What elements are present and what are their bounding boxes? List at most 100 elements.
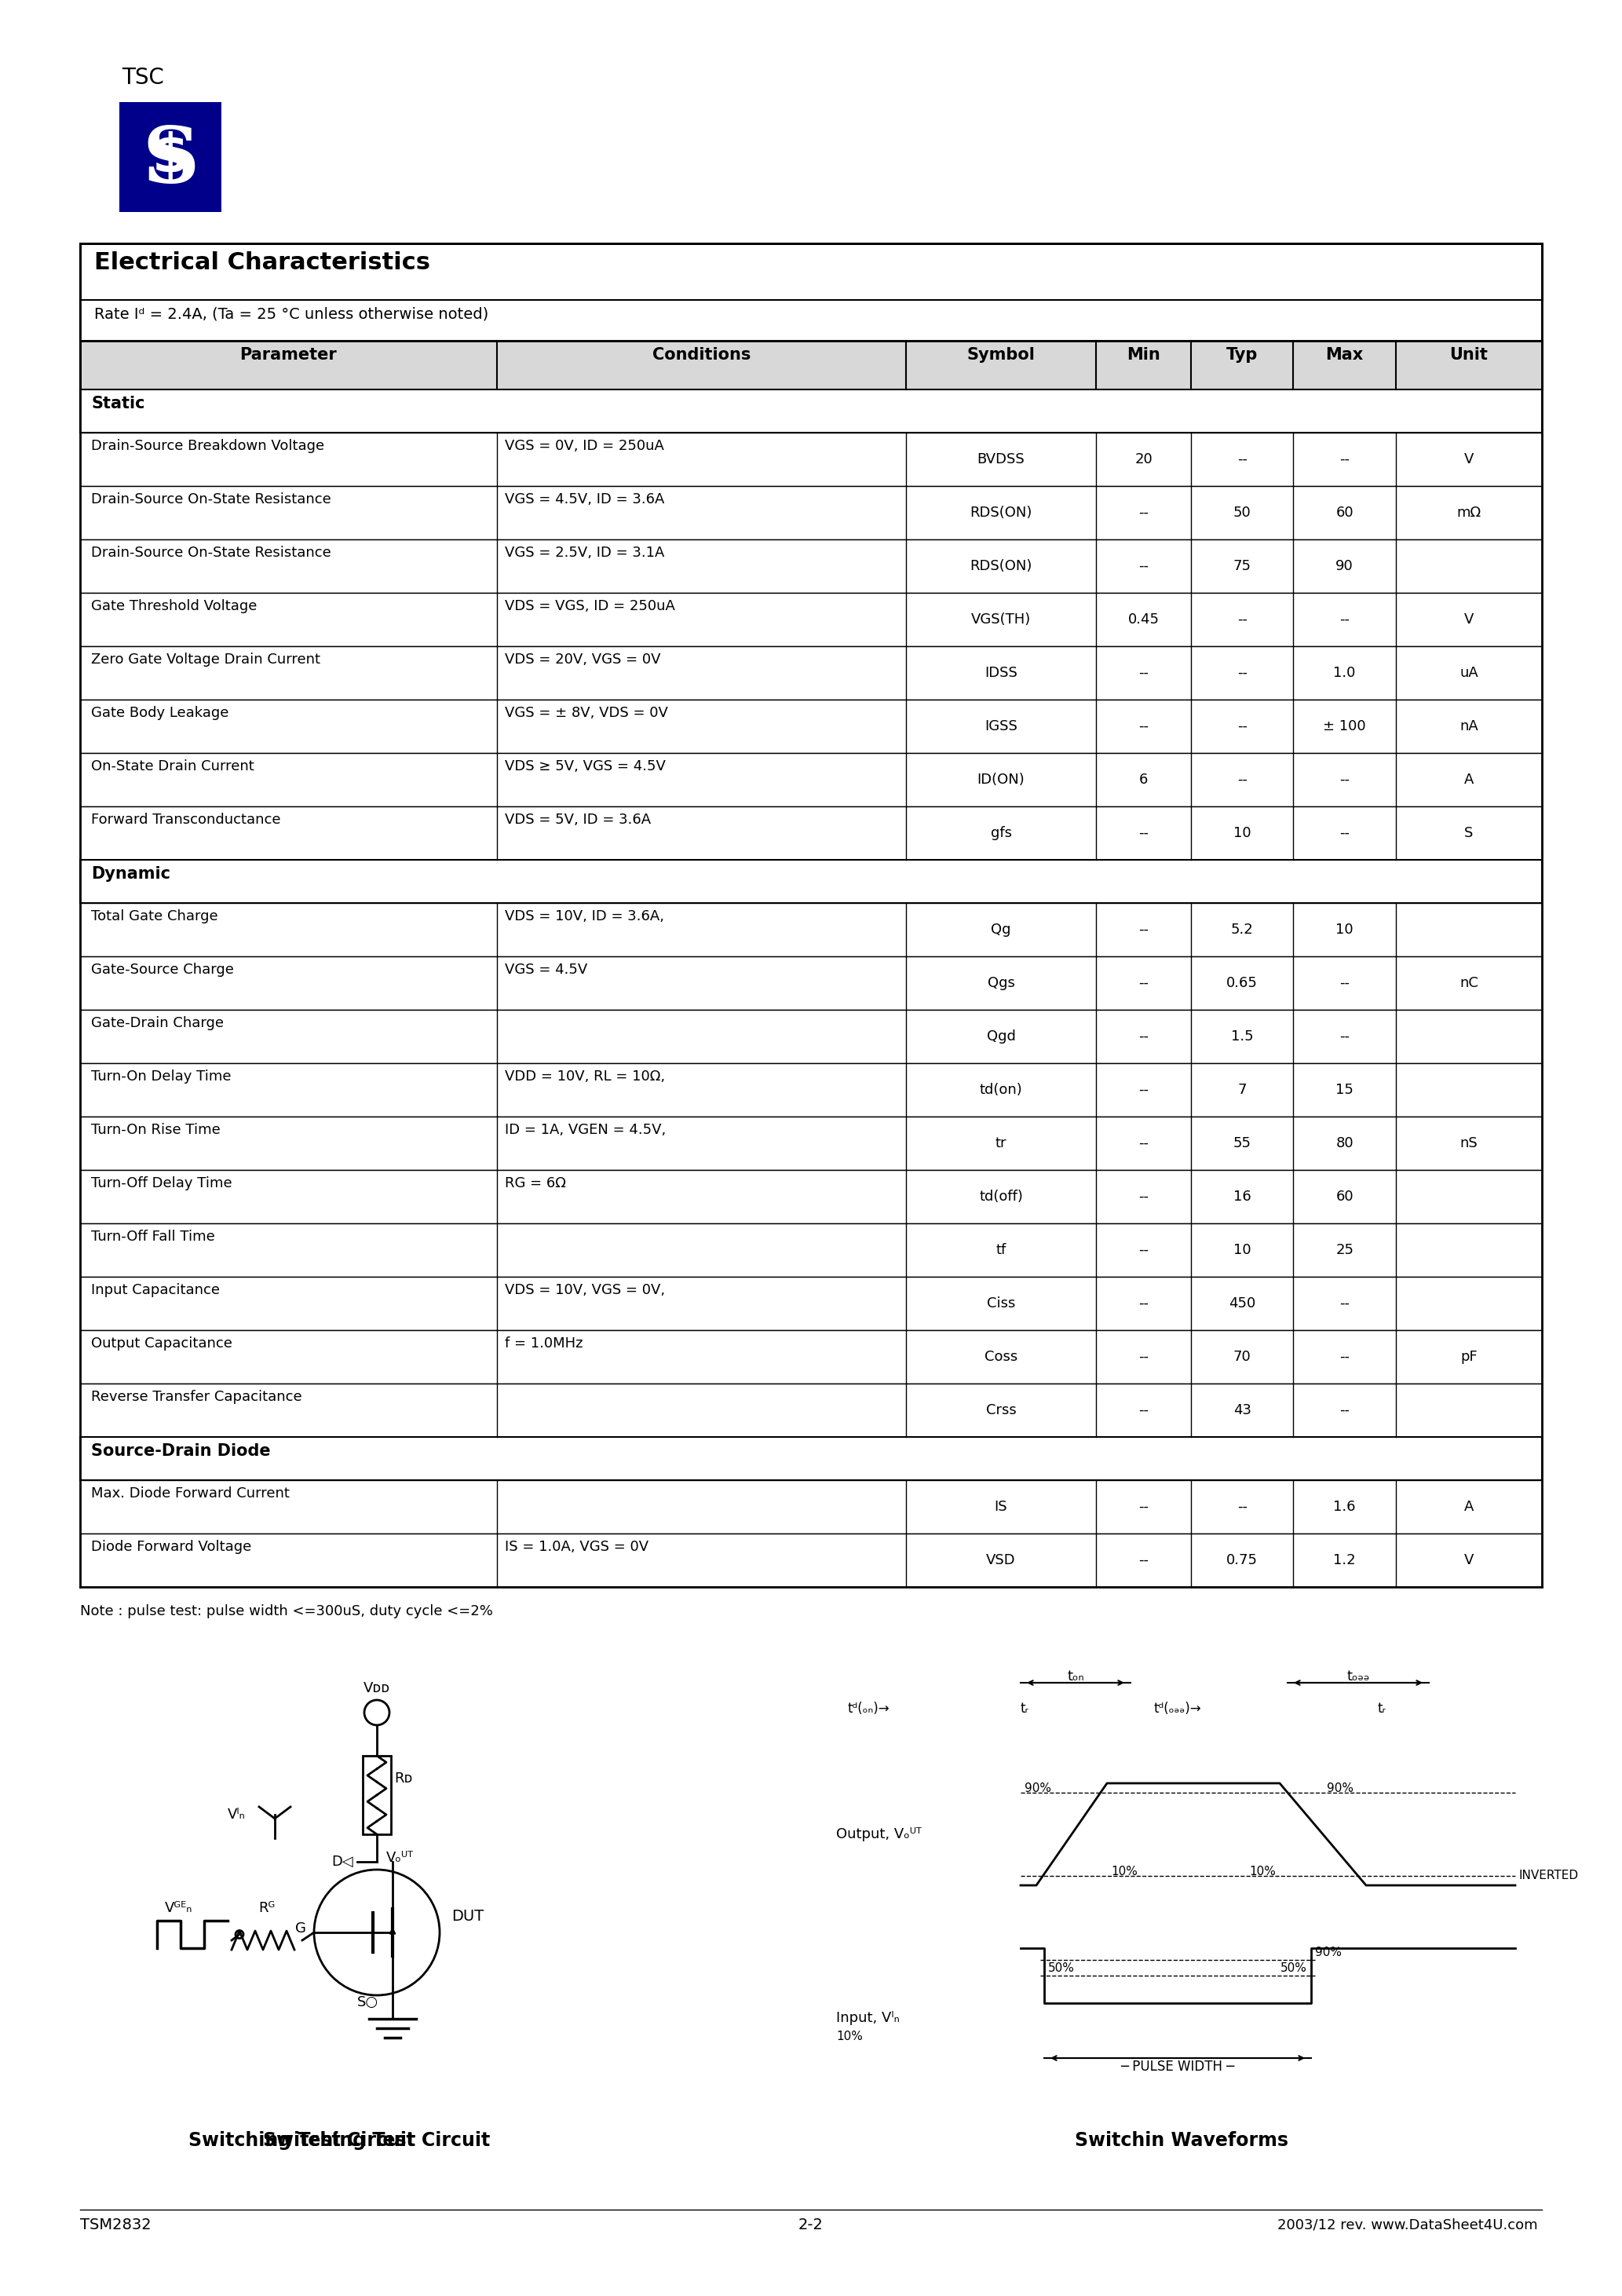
Text: BVDSS: BVDSS <box>976 452 1025 466</box>
Bar <box>120 193 221 211</box>
Text: --: -- <box>1139 1029 1148 1045</box>
Text: TSC: TSC <box>122 67 164 90</box>
Text: 90%: 90% <box>1315 1947 1341 1958</box>
Text: Dynamic: Dynamic <box>91 866 170 882</box>
Text: TSM2832: TSM2832 <box>79 2218 151 2232</box>
Text: --: -- <box>1139 1137 1148 1150</box>
Text: Turn-On Delay Time: Turn-On Delay Time <box>91 1070 232 1084</box>
Text: --: -- <box>1238 1499 1247 1513</box>
Bar <box>79 340 1543 390</box>
Text: 60: 60 <box>1335 505 1353 519</box>
Text: Qg: Qg <box>991 923 1011 937</box>
Text: ─ PULSE WIDTH ─: ─ PULSE WIDTH ─ <box>1121 2060 1234 2073</box>
Text: Turn-On Rise Time: Turn-On Rise Time <box>91 1123 221 1137</box>
Text: --: -- <box>1238 613 1247 627</box>
Text: Switchin Waveforms: Switchin Waveforms <box>1075 2131 1288 2149</box>
Text: Input, Vᴵₙ: Input, Vᴵₙ <box>835 2011 900 2025</box>
Text: Static: Static <box>91 395 144 411</box>
Text: Zero Gate Voltage Drain Current: Zero Gate Voltage Drain Current <box>91 652 320 666</box>
Text: --: -- <box>1139 827 1148 840</box>
Text: S: S <box>143 124 200 200</box>
Bar <box>79 1481 1543 1534</box>
Text: Switching Test Circuit: Switching Test Circuit <box>263 2131 490 2149</box>
Bar <box>79 1171 1543 1224</box>
Bar <box>79 1063 1543 1116</box>
Text: --: -- <box>1340 976 1350 990</box>
Text: 10: 10 <box>1233 827 1251 840</box>
Text: $: $ <box>152 131 188 184</box>
Text: 1.5: 1.5 <box>1231 1029 1254 1045</box>
Text: nC: nC <box>1460 976 1478 990</box>
Text: 6: 6 <box>1139 774 1148 788</box>
Text: 0.65: 0.65 <box>1226 976 1259 990</box>
Text: 50: 50 <box>1233 505 1251 519</box>
Text: --: -- <box>1340 1403 1350 1417</box>
Bar <box>79 592 1543 645</box>
Text: Drain-Source On-State Resistance: Drain-Source On-State Resistance <box>91 491 331 507</box>
Text: Turn-Off Delay Time: Turn-Off Delay Time <box>91 1176 232 1189</box>
Text: --: -- <box>1139 1242 1148 1258</box>
Text: --: -- <box>1340 827 1350 840</box>
Text: Ciss: Ciss <box>986 1297 1015 1311</box>
Text: td(on): td(on) <box>980 1084 1022 1097</box>
Text: --: -- <box>1238 774 1247 788</box>
Text: VDS ≥ 5V, VGS = 4.5V: VDS ≥ 5V, VGS = 4.5V <box>504 760 665 774</box>
Text: tr: tr <box>996 1137 1007 1150</box>
Text: 0.75: 0.75 <box>1226 1552 1259 1568</box>
Text: VDS = VGS, ID = 250uA: VDS = VGS, ID = 250uA <box>504 599 675 613</box>
Text: mΩ: mΩ <box>1457 505 1481 519</box>
Text: pF: pF <box>1460 1350 1478 1364</box>
Bar <box>79 753 1543 806</box>
Text: IS: IS <box>994 1499 1007 1513</box>
Text: Coss: Coss <box>985 1350 1017 1364</box>
Text: 50%: 50% <box>1048 1963 1075 1975</box>
Text: --: -- <box>1238 452 1247 466</box>
Text: 10: 10 <box>1335 923 1353 937</box>
Text: tᵣ: tᵣ <box>1377 1701 1387 1715</box>
Text: tᵣ: tᵣ <box>1020 1701 1028 1715</box>
Text: 10%: 10% <box>1111 1867 1137 1878</box>
Text: Vᴳᴱₙ: Vᴳᴱₙ <box>165 1901 193 1915</box>
Text: Output Capacitance: Output Capacitance <box>91 1336 232 1350</box>
Text: Vᴵₙ: Vᴵₙ <box>227 1807 245 1821</box>
Text: --: -- <box>1139 666 1148 680</box>
Text: 90: 90 <box>1335 560 1353 574</box>
Text: Unit: Unit <box>1450 347 1487 363</box>
Text: --: -- <box>1139 560 1148 574</box>
Bar <box>79 957 1543 1010</box>
Text: 10%: 10% <box>835 2030 863 2043</box>
Text: 1.6: 1.6 <box>1333 1499 1356 1513</box>
Bar <box>79 645 1543 700</box>
Text: Gate Body Leakage: Gate Body Leakage <box>91 705 229 721</box>
Text: --: -- <box>1238 719 1247 732</box>
Text: A: A <box>1465 1499 1474 1513</box>
Text: 0.45: 0.45 <box>1127 613 1160 627</box>
Text: Crss: Crss <box>986 1403 1017 1417</box>
Text: tᵈ(ₒₙ)→: tᵈ(ₒₙ)→ <box>848 1701 890 1715</box>
Text: RDS(ON): RDS(ON) <box>970 560 1032 574</box>
Text: --: -- <box>1139 1297 1148 1311</box>
Text: Max: Max <box>1325 347 1364 363</box>
Text: 2-2: 2-2 <box>798 2218 824 2232</box>
Text: tf: tf <box>996 1242 1006 1258</box>
Text: IDSS: IDSS <box>985 666 1017 680</box>
Text: 10: 10 <box>1233 1242 1251 1258</box>
Text: --: -- <box>1340 452 1350 466</box>
Text: --: -- <box>1340 613 1350 627</box>
Text: ID = 1A, VGEN = 4.5V,: ID = 1A, VGEN = 4.5V, <box>504 1123 665 1137</box>
Text: tₒₙ: tₒₙ <box>1067 1669 1083 1683</box>
Text: VSD: VSD <box>986 1552 1015 1568</box>
Text: S○: S○ <box>357 1995 378 2009</box>
Text: IGSS: IGSS <box>985 719 1017 732</box>
Text: Forward Transconductance: Forward Transconductance <box>91 813 281 827</box>
Text: --: -- <box>1340 774 1350 788</box>
Text: Note : pulse test: pulse width <=300uS, duty cycle <=2%: Note : pulse test: pulse width <=300uS, … <box>79 1605 493 1619</box>
Text: Source-Drain Diode: Source-Drain Diode <box>91 1444 271 1458</box>
Text: Vₒᵁᵀ: Vₒᵁᵀ <box>386 1851 414 1864</box>
Text: 75: 75 <box>1233 560 1251 574</box>
Bar <box>79 902 1543 957</box>
Text: S: S <box>1465 827 1473 840</box>
Text: Symbol: Symbol <box>967 347 1035 363</box>
Text: 55: 55 <box>1233 1137 1251 1150</box>
Text: VDS = 10V, ID = 3.6A,: VDS = 10V, ID = 3.6A, <box>504 909 663 923</box>
